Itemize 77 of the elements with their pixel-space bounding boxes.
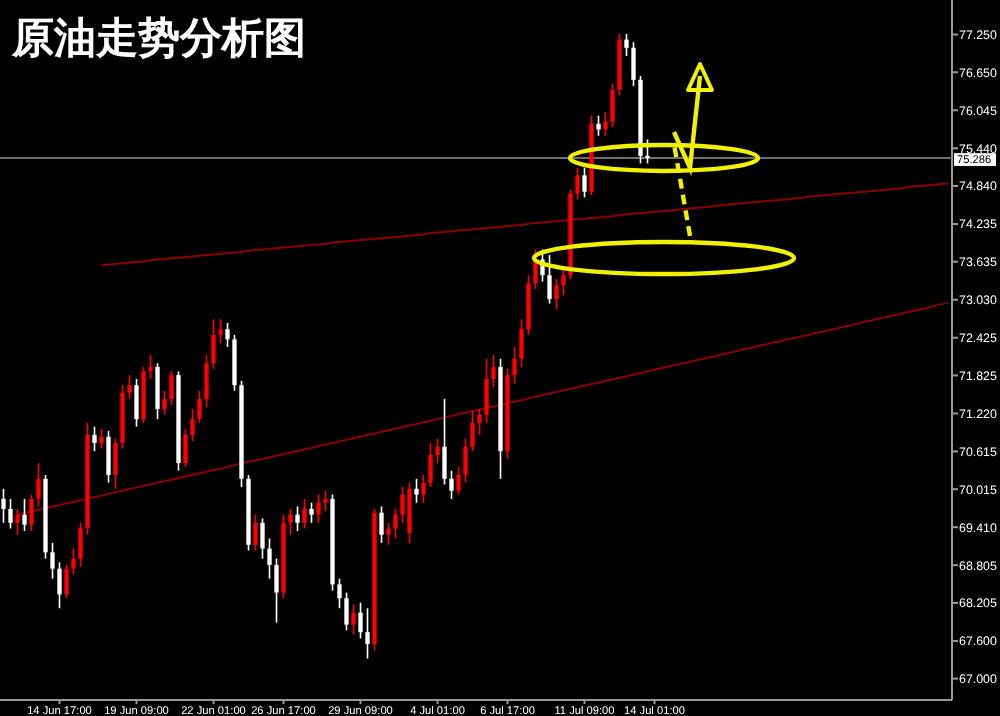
candlestick	[519, 318, 524, 368]
candlestick	[379, 505, 384, 544]
candlestick	[470, 410, 475, 452]
candlestick	[554, 278, 559, 310]
candlestick	[442, 398, 447, 486]
candlestick	[127, 374, 132, 400]
candlestick	[421, 474, 426, 504]
candlestick	[183, 428, 188, 468]
candlestick	[337, 577, 342, 610]
candlestick	[57, 561, 62, 610]
candlestick	[610, 82, 615, 129]
candlestick	[463, 437, 468, 484]
candlestick	[344, 591, 349, 632]
candlestick	[631, 41, 636, 87]
candlestick	[512, 346, 517, 385]
candlestick	[204, 354, 209, 408]
candlestick	[260, 517, 265, 560]
candlestick	[64, 564, 69, 599]
candlestick	[197, 390, 202, 424]
candlestick	[596, 114, 601, 137]
candlestick	[253, 513, 258, 552]
candlestick	[141, 366, 146, 424]
candlestick	[92, 425, 97, 452]
candlestick	[295, 505, 300, 532]
candlestick	[547, 254, 552, 305]
candlestick	[8, 498, 13, 530]
candlestick	[29, 493, 34, 532]
candlestick	[267, 537, 272, 580]
candlestick	[162, 390, 167, 416]
candlestick	[491, 354, 496, 388]
candlestick	[15, 508, 20, 536]
candlestick	[78, 522, 83, 568]
candlestick	[414, 478, 419, 504]
candlestick	[484, 358, 489, 424]
candlestick	[358, 601, 363, 640]
candlestick	[603, 111, 608, 137]
candlestick	[50, 542, 55, 580]
candlestick	[148, 354, 153, 380]
candlestick	[36, 462, 41, 508]
candlestick	[106, 430, 111, 484]
candlestick	[22, 498, 27, 532]
candlestick	[155, 362, 160, 420]
candlestick	[274, 557, 279, 624]
candlestick	[435, 437, 440, 464]
chart-title: 原油走势分析图	[10, 12, 306, 62]
candlestick	[624, 33, 629, 57]
candlestick	[190, 408, 195, 442]
candlestick	[225, 322, 230, 348]
candlestick	[134, 378, 139, 428]
candlestick	[386, 522, 391, 546]
candlestick	[218, 318, 223, 344]
candlestick	[211, 318, 216, 370]
candlestick	[407, 481, 412, 544]
candlestick	[582, 166, 587, 199]
candlestick	[71, 547, 76, 576]
candlestick	[1, 488, 6, 524]
candlestick	[365, 607, 370, 660]
candlestick	[232, 334, 237, 392]
candlestick	[169, 370, 174, 406]
candlestick	[323, 489, 328, 512]
candlestick	[316, 493, 321, 524]
candlestick	[449, 469, 454, 500]
line-series	[100, 182, 950, 267]
candlestick	[526, 274, 531, 336]
candlestick	[645, 138, 650, 165]
candlestick	[302, 498, 307, 530]
candlestick	[393, 508, 398, 540]
candlestick	[561, 268, 566, 297]
candlestick	[288, 508, 293, 536]
candlestick	[575, 166, 580, 200]
candlestick	[477, 408, 482, 436]
candlestick	[309, 501, 314, 524]
candlestick	[99, 428, 104, 450]
candlestick	[351, 603, 356, 636]
candlestick	[456, 466, 461, 496]
candlestick	[113, 437, 118, 490]
candlestick	[428, 442, 433, 488]
